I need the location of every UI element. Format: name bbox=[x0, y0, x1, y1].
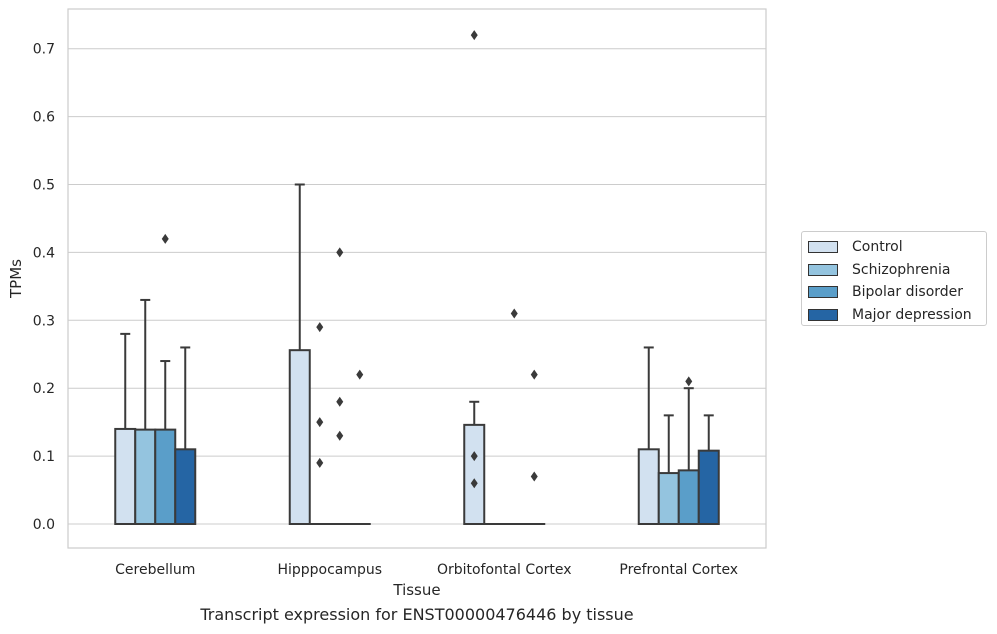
y-tick-label: 0.2 bbox=[33, 381, 55, 397]
outlier-point bbox=[530, 471, 538, 482]
outlier-point bbox=[316, 417, 324, 428]
outlier-point bbox=[316, 322, 324, 333]
box bbox=[174, 448, 197, 525]
legend-label: Control bbox=[852, 239, 903, 256]
legend-label: Major depression bbox=[852, 306, 972, 323]
box-control bbox=[288, 183, 311, 525]
box-control bbox=[114, 332, 137, 525]
box-schizophrenia bbox=[657, 414, 680, 526]
box-schizophrenia bbox=[308, 322, 331, 526]
legend-item: Major depression bbox=[802, 304, 986, 327]
box bbox=[677, 469, 700, 526]
outlier-point bbox=[316, 457, 324, 468]
y-tick-label: 0.3 bbox=[33, 313, 55, 329]
x-tick-labels: Cerebellum Hipppocampus Orbitofontal Corte… bbox=[115, 562, 738, 578]
box bbox=[697, 449, 720, 525]
box-bipolar-disorder bbox=[677, 376, 700, 526]
box bbox=[114, 427, 137, 525]
legend-label: Schizophrenia bbox=[852, 261, 951, 278]
box bbox=[288, 349, 311, 525]
legend-swatch bbox=[808, 241, 838, 254]
y-tick-label: 0.1 bbox=[33, 449, 55, 465]
y-tick-label: 0.0 bbox=[33, 517, 55, 533]
y-tick-label: 0.4 bbox=[33, 245, 55, 261]
box-major-depression bbox=[348, 369, 371, 526]
outlier-point bbox=[336, 430, 344, 441]
legend: Control Schizophrenia Bipolar disorder Majo… bbox=[801, 231, 987, 326]
outlier-point bbox=[336, 396, 344, 407]
outlier-point bbox=[161, 233, 169, 244]
box-major-depression bbox=[523, 369, 546, 526]
legend-item: Control bbox=[802, 236, 986, 259]
box bbox=[657, 472, 680, 526]
outlier-point bbox=[470, 30, 478, 41]
box-bipolar-disorder bbox=[328, 247, 351, 526]
chart-caption: Transcript expression for ENST0000047644… bbox=[200, 605, 634, 624]
legend-item: Bipolar disorder bbox=[802, 281, 986, 304]
legend-swatch bbox=[808, 286, 838, 299]
x-tick-label: Orbitofontal Cortex bbox=[437, 562, 572, 578]
outlier-point bbox=[530, 369, 538, 380]
outlier-point bbox=[470, 478, 478, 489]
box bbox=[134, 428, 157, 525]
box-control bbox=[463, 30, 486, 525]
outlier-point bbox=[685, 376, 693, 387]
y-tick-label: 0.6 bbox=[33, 110, 55, 126]
box bbox=[154, 428, 177, 525]
box-major-depression bbox=[174, 346, 197, 525]
y-tick-label: 0.5 bbox=[33, 178, 55, 194]
box-major-depression bbox=[697, 414, 720, 525]
x-axis-title: Tissue bbox=[392, 581, 440, 599]
box-bipolar-disorder bbox=[154, 233, 177, 525]
outlier-point bbox=[336, 247, 344, 258]
plot-area bbox=[114, 30, 720, 526]
box-control bbox=[637, 346, 660, 525]
box bbox=[637, 448, 660, 525]
box bbox=[463, 423, 486, 525]
outlier-point bbox=[470, 451, 478, 462]
y-tick-labels: 0.0 0.1 0.2 0.3 0.4 0.5 0.6 0.7 bbox=[33, 42, 55, 533]
outlier-point bbox=[356, 369, 364, 380]
x-tick-label: Hipppocampus bbox=[277, 562, 382, 578]
legend-label: Bipolar disorder bbox=[852, 284, 964, 301]
y-axis-title: TPMs bbox=[7, 259, 25, 299]
legend-swatch bbox=[808, 263, 838, 276]
x-tick-label: Cerebellum bbox=[115, 562, 195, 578]
legend-item: Schizophrenia bbox=[802, 259, 986, 282]
outlier-point bbox=[510, 308, 518, 319]
x-tick-label: Prefrontal Cortex bbox=[619, 562, 738, 578]
legend-swatch bbox=[808, 308, 838, 321]
plot-frame bbox=[67, 8, 767, 549]
box-bipolar-disorder bbox=[503, 308, 526, 526]
box-schizophrenia bbox=[134, 298, 157, 525]
y-tick-label: 0.7 bbox=[33, 42, 55, 58]
